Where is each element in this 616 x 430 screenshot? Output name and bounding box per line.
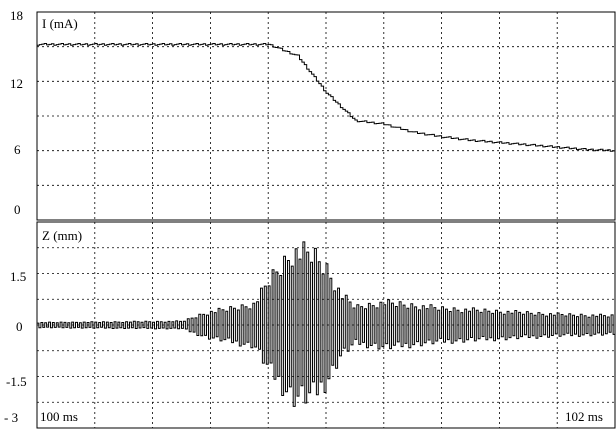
- y-tick-label-1.5: 1.5: [10, 269, 26, 284]
- y-tick-label-0-top: 0: [14, 202, 21, 217]
- y-tick-label-12: 12: [10, 76, 23, 91]
- y-tick-label-neg3: - 3: [4, 410, 18, 425]
- y-tick-label-0-bottom: 0: [16, 319, 23, 334]
- y-tick-label-neg1.5: -1.5: [6, 374, 27, 389]
- current-panel-frame: [36, 11, 616, 221]
- x-tick-label-start: 100 ms: [40, 409, 78, 424]
- position-trace: [37, 241, 616, 407]
- y-tick-label-18: 18: [10, 8, 23, 23]
- x-tick-label-end: 102 ms: [565, 409, 603, 424]
- grid-current-panel: [37, 12, 615, 220]
- y-tick-label-6: 6: [14, 142, 21, 157]
- current-trace: [37, 43, 616, 152]
- current-panel-title: I (mA): [42, 16, 78, 31]
- position-panel-title: Z (mm): [42, 228, 82, 243]
